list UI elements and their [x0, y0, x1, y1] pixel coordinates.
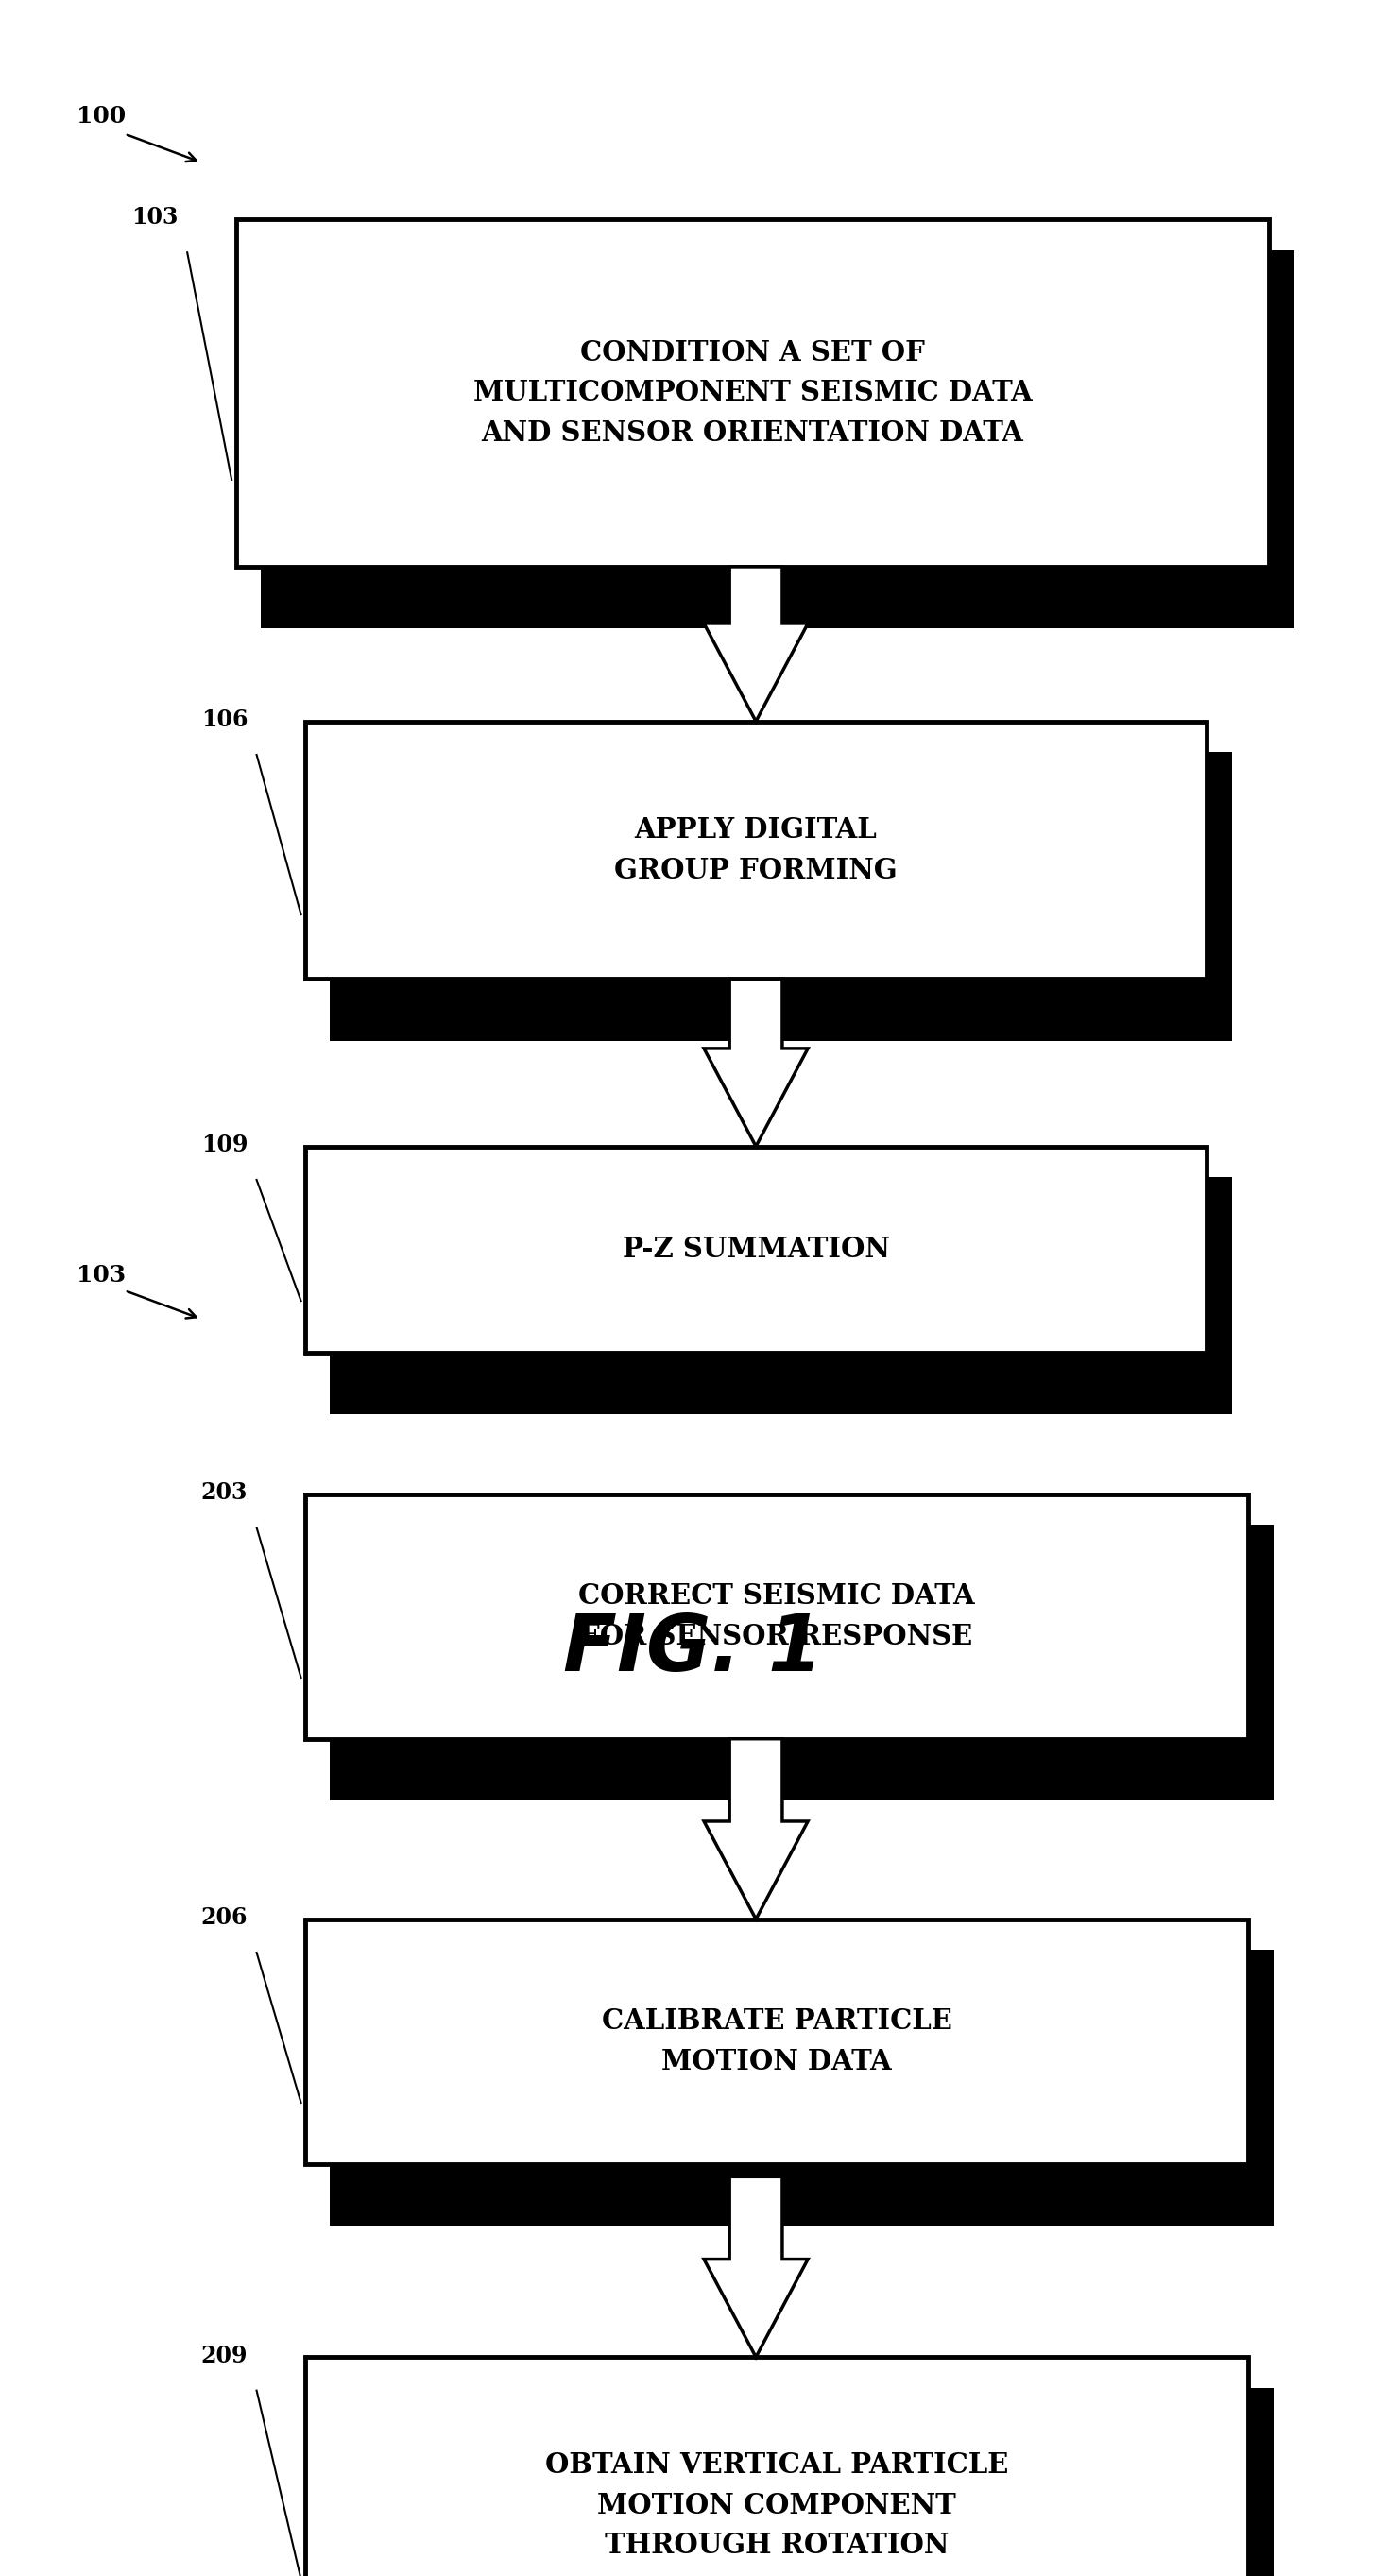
- Text: CORRECT SEISMIC DATA
FOR SENSOR RESPONSE: CORRECT SEISMIC DATA FOR SENSOR RESPONSE: [578, 1582, 975, 1651]
- Bar: [330, 752, 1232, 1041]
- Bar: [330, 1525, 1273, 1801]
- Bar: [305, 721, 1207, 979]
- Text: 206: 206: [201, 1906, 248, 1929]
- Text: 109: 109: [201, 1133, 248, 1157]
- Polygon shape: [705, 979, 807, 1146]
- Bar: [330, 1950, 1273, 2226]
- Bar: [330, 1177, 1232, 1414]
- Bar: [305, 1494, 1248, 1739]
- Text: CALIBRATE PARTICLE
MOTION DATA: CALIBRATE PARTICLE MOTION DATA: [602, 2007, 951, 2076]
- Text: CONDITION A SET OF
MULTICOMPONENT SEISMIC DATA
AND SENSOR ORIENTATION DATA: CONDITION A SET OF MULTICOMPONENT SEISMI…: [473, 337, 1032, 448]
- Text: OBTAIN VERTICAL PARTICLE
MOTION COMPONENT
THROUGH ROTATION: OBTAIN VERTICAL PARTICLE MOTION COMPONEN…: [545, 2450, 1008, 2561]
- Text: APPLY DIGITAL
GROUP FORMING: APPLY DIGITAL GROUP FORMING: [614, 817, 897, 884]
- Polygon shape: [705, 567, 807, 721]
- Text: 103: 103: [132, 206, 179, 229]
- Text: 100: 100: [76, 106, 126, 126]
- Bar: [236, 219, 1269, 567]
- Text: 103: 103: [76, 1265, 126, 1285]
- Polygon shape: [705, 2177, 807, 2357]
- Text: 106: 106: [201, 708, 248, 732]
- Text: 209: 209: [201, 2344, 248, 2367]
- Text: FIG. 1: FIG. 1: [563, 1610, 824, 1687]
- Bar: [305, 1919, 1248, 2164]
- Bar: [305, 2357, 1248, 2576]
- Bar: [330, 2388, 1273, 2576]
- Text: P-Z SUMMATION: P-Z SUMMATION: [623, 1236, 889, 1262]
- Bar: [305, 1146, 1207, 1352]
- Polygon shape: [705, 1739, 807, 1919]
- Bar: [261, 250, 1294, 629]
- Text: 203: 203: [201, 1481, 248, 1504]
